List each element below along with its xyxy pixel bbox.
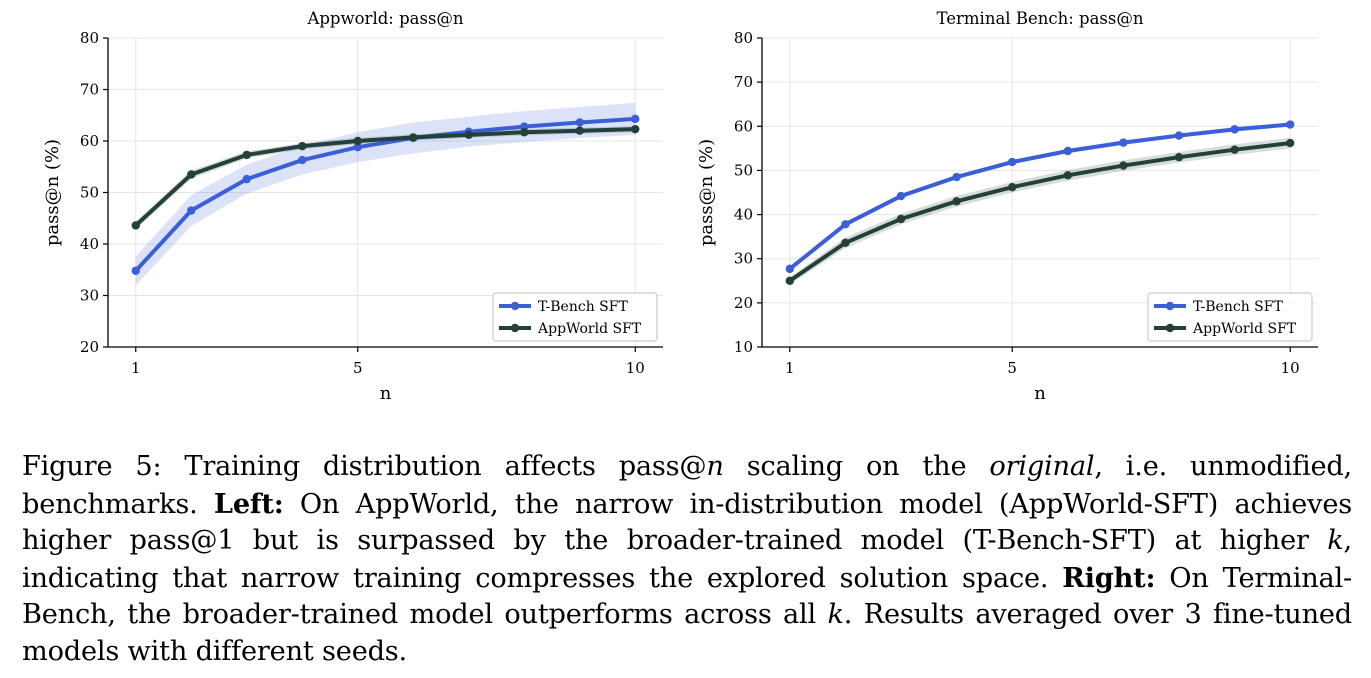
caption-italic-original: original [989,451,1095,482]
chart1-t-bench-sft-point-9 [1230,125,1239,134]
chart1-legend-marker-appworld-sft [1165,323,1175,333]
chart1-y-tick-label-40: 40 [734,206,753,224]
caption-right-label: Right: [1062,561,1156,594]
caption-italic-k2: k [827,599,844,630]
chart1-t-bench-sft-point-2 [841,220,850,229]
chart0-y-tick-label-40: 40 [80,235,99,253]
chart0-y-tick-label-70: 70 [80,81,99,99]
chart1-legend-label-t-bench-sft: T-Bench SFT [1193,299,1283,315]
chart1-y-tick-label-30: 30 [734,250,753,268]
chart1-x-tick-label-5: 5 [1007,359,1017,377]
chart1-x-tick-label-10: 10 [1281,359,1300,377]
chart1-y-tick-label-10: 10 [734,338,753,356]
chart1-appworld-sft-point-5 [1008,183,1017,192]
chart1-t-bench-sft-line [787,122,1293,271]
chart1-t-bench-sft-point-8 [1174,131,1184,140]
caption-text-3: , i.e. unmodified, benchmarks. [22,451,1352,520]
chart0-y-tick-label-50: 50 [80,184,99,202]
chart0-appworld-sft-point-7 [464,130,473,140]
chart1-x-axis-label: n [1034,383,1046,404]
caption-text-2: scaling on the [723,451,990,482]
chart1-appworld-sft-band [789,137,1291,285]
chart0-appworld-sft-line [133,127,638,228]
chart1-legend-marker-t-bench-sft [1165,301,1175,311]
chart1-appworld-sft-point-3 [896,214,906,224]
chart1-legend-label-appworld-sft: AppWorld SFT [1192,321,1297,337]
caption-italic-n: n [706,451,724,482]
chart1-appworld-sft-point-6 [1063,171,1072,180]
chart0-appworld-sft-point-1 [131,221,140,230]
chart0-y-tick-label-30: 30 [80,287,99,305]
chart0-appworld-sft-point-3 [242,150,251,160]
terminal-bench-chart: 10 20 30 40 50 60 70 80 1 5 10 Terminal Bench: pass… [696,9,1318,404]
caption-left-label: Left: [213,487,284,520]
chart0-appworld-sft-point-4 [298,141,307,151]
chart0-t-bench-sft-point-1 [131,266,140,275]
chart0-x-tick-label-1: 1 [131,359,141,377]
chart0-t-bench-sft-point-10 [631,114,640,124]
chart1-appworld-sft-point-9 [1230,145,1239,154]
caption-text-4: On AppWorld, the narrow in-distribution … [22,488,1352,557]
chart1-appworld-sft-point-1 [785,276,794,285]
chart0-t-bench-sft-point-2 [187,206,196,215]
chart0-appworld-sft-point-5 [353,136,362,146]
chart1-t-bench-sft-band [789,122,1291,272]
chart1-y-tick-label-70: 70 [734,73,753,91]
chart1-y-tick-label-20: 20 [734,294,753,312]
chart1-title: Terminal Bench: pass@n [937,9,1144,28]
chart0-t-bench-sft-point-3 [242,174,251,184]
chart1-x-tick-label-1: 1 [785,359,795,377]
figure-caption: Figure 5: Training distribution affects … [22,449,1352,670]
appworld-chart: 20 30 40 50 60 70 80 1 5 10 Appworld: pass@n n pass@… [42,9,663,404]
chart0-appworld-sft-point-10 [631,124,640,134]
chart1-y-tick-label-80: 80 [734,29,753,47]
chart0-t-bench-sft-point-5 [353,142,362,152]
chart1-appworld-sft-point-10 [1286,138,1295,148]
chart1-t-bench-sft-point-3 [896,191,906,201]
caption-text-5: , indicating that narrow training compre… [22,525,1352,594]
chart0-t-bench-sft-point-9 [575,118,584,127]
caption-text-6: On Terminal-Bench, the broader-trained m… [22,562,1353,631]
caption-text-7: . Results averaged over 3 fine-tuned mod… [22,599,1352,667]
chart1-appworld-sft-point-8 [1174,152,1184,162]
chart1-legend-box [1147,292,1313,342]
chart0-legend-label-appworld-sft: AppWorld SFT [537,321,642,337]
chart0-appworld-sft-point-8 [520,128,529,137]
chart1-t-bench-sft-point-4 [952,172,961,182]
chart1-y-tick-label-50: 50 [734,161,753,179]
chart1-appworld-sft-point-4 [952,197,961,206]
chart1-t-bench-sft-point-1 [785,264,794,274]
chart0-y-tick-label-20: 20 [80,338,99,356]
chart1-t-bench-sft-point-7 [1119,138,1128,147]
chart0-appworld-sft-point-6 [409,133,418,142]
chart0-x-axis-label: n [380,383,392,404]
chart1-legend: T-Bench SFT AppWorld SFT [1147,292,1313,342]
chart0-t-bench-sft-line [133,116,638,273]
chart0-legend-box [492,292,658,342]
figure-charts: 20 30 40 50 60 70 80 1 5 10 Appworld: pass@n n pass@… [42,9,1318,404]
chart0-title: Appworld: pass@n [306,9,463,28]
chart1-t-bench-sft-point-10 [1286,120,1295,129]
chart0-x-tick-label-10: 10 [626,359,645,377]
chart0-y-axis-label: pass@n (%) [42,139,63,246]
chart0-legend-label-t-bench-sft: T-Bench SFT [538,299,628,315]
chart1-appworld-sft-point-7 [1119,161,1128,170]
chart0-legend: T-Bench SFT AppWorld SFT [492,292,658,342]
chart0-y-tick-label-80: 80 [80,29,99,47]
chart0-x-tick-label-5: 5 [353,359,363,377]
chart0-legend-marker-t-bench-sft [510,301,520,311]
chart0-t-bench-sft-point-4 [298,155,307,165]
chart1-appworld-sft-line [787,141,1293,283]
chart1-y-axis-label: pass@n (%) [696,139,717,246]
chart0-legend-marker-appworld-sft [510,323,520,333]
chart1-y-tick-label-60: 60 [734,117,753,135]
caption-text-1: Figure 5: Training distribution affects … [22,451,707,482]
chart1-appworld-sft-point-2 [841,238,850,248]
chart0-appworld-sft-point-9 [575,126,584,135]
chart0-y-tick-label-60: 60 [80,132,99,150]
caption-italic-k1: k [1327,525,1344,556]
chart0-appworld-sft-point-2 [187,170,196,179]
chart1-t-bench-sft-point-5 [1008,157,1017,167]
chart1-t-bench-sft-point-6 [1063,146,1072,156]
